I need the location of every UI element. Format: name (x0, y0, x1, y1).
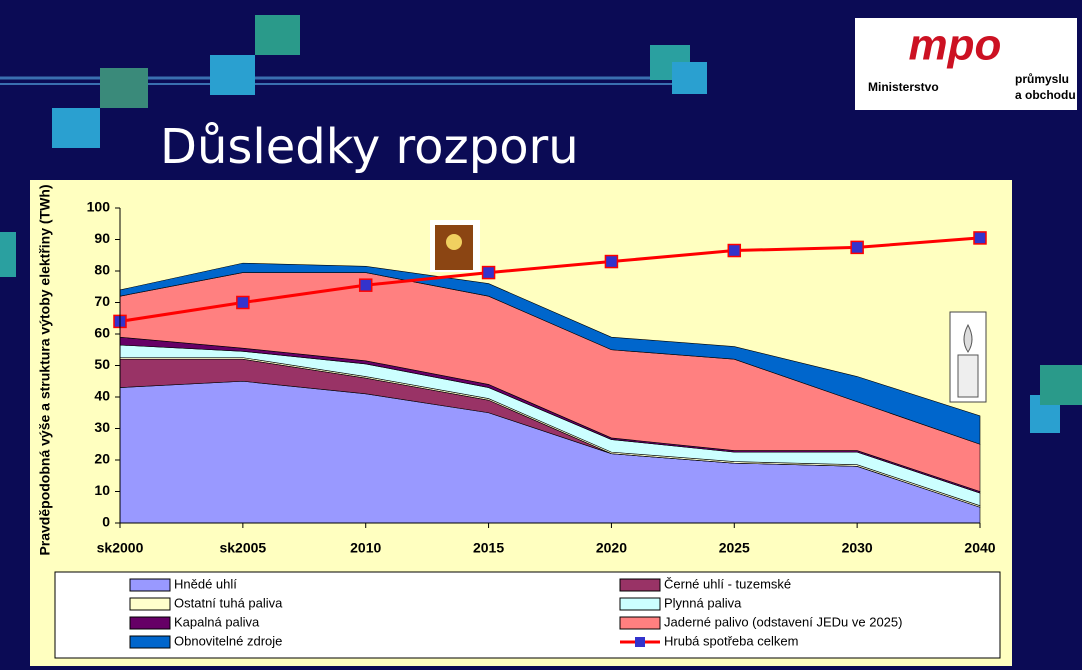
marker (851, 241, 863, 253)
x-tick-label: 2040 (964, 540, 995, 556)
x-tick-label: 2020 (596, 540, 627, 556)
y-tick-label: 20 (94, 451, 110, 467)
logo-text: průmyslu (1015, 72, 1069, 86)
logo-mark: mpo (909, 21, 1002, 70)
y-tick-label: 80 (94, 262, 110, 278)
y-tick-label: 60 (94, 325, 110, 341)
legend-swatch (620, 617, 660, 629)
marker (360, 279, 372, 291)
legend-swatch (130, 598, 170, 610)
legend-label: Ostatní tuhá paliva (174, 595, 283, 610)
legend-swatch (620, 598, 660, 610)
legend-swatch (130, 579, 170, 591)
y-tick-label: 30 (94, 419, 110, 435)
y-axis-label: Pravděpodobná výše a struktura výtoby el… (37, 184, 53, 555)
slide: mpo Ministerstvo průmyslu a obchodu Důsl… (0, 0, 1082, 670)
legend-swatch (130, 617, 170, 629)
x-tick-label: sk2005 (219, 540, 266, 556)
y-tick-label: 50 (94, 356, 110, 372)
marker (728, 245, 740, 257)
x-tick-label: 2015 (473, 540, 504, 556)
x-tick-label: sk2000 (97, 540, 144, 556)
legend-label: Černé uhlí - tuzemské (664, 576, 791, 591)
legend-swatch (635, 637, 645, 647)
y-tick-label: 0 (102, 514, 110, 530)
page: mpo Ministerstvo průmyslu a obchodu Důsl… (0, 0, 1082, 670)
y-tick-label: 90 (94, 230, 110, 246)
legend-label: Kapalná paliva (174, 614, 260, 629)
x-tick-label: 2025 (719, 540, 750, 556)
y-tick-label: 10 (94, 482, 110, 498)
legend-label: Plynná paliva (664, 595, 742, 610)
logo-text: a obchodu (1015, 88, 1076, 102)
legend-label: Hrubá spotřeba celkem (664, 633, 798, 648)
marker (605, 256, 617, 268)
logo-text: Ministerstvo (868, 80, 939, 94)
legend-swatch (130, 636, 170, 648)
marker (974, 232, 986, 244)
x-tick-label: 2030 (842, 540, 873, 556)
legend-label: Hnědé uhlí (174, 576, 237, 591)
marker (483, 267, 495, 279)
y-tick-label: 40 (94, 388, 110, 404)
marker (237, 297, 249, 309)
slide-title: Důsledky rozporu (160, 119, 579, 175)
legend-label: Jaderné palivo (odstavení JEDu ve 2025) (664, 614, 902, 629)
x-tick-label: 2010 (350, 540, 381, 556)
y-tick-label: 70 (94, 293, 110, 309)
legend-swatch (620, 579, 660, 591)
y-tick-label: 100 (87, 199, 111, 215)
legend-label: Obnovitelné zdroje (174, 633, 282, 648)
